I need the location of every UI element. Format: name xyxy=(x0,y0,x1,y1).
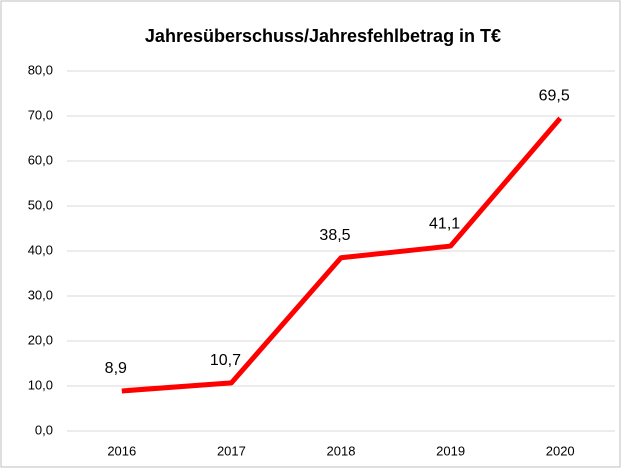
x-tick-label: 2019 xyxy=(436,443,465,458)
x-tick-label: 2017 xyxy=(217,443,246,458)
data-label: 8,9 xyxy=(105,360,127,377)
data-label: 10,7 xyxy=(210,352,241,369)
y-tick-label: 50,0 xyxy=(28,197,53,212)
y-tick-label: 10,0 xyxy=(28,377,53,392)
data-label: 69,5 xyxy=(539,87,570,104)
x-tick-label: 2016 xyxy=(107,443,136,458)
y-tick-label: 0,0 xyxy=(35,422,53,437)
line xyxy=(121,116,563,394)
y-tick-label: 60,0 xyxy=(28,152,53,167)
x-tick-label: 2020 xyxy=(546,443,575,458)
x-tick-label: 2018 xyxy=(327,443,356,458)
chart-title: Jahresüberschuss/Jahresfehlbetrag in T€ xyxy=(145,26,501,46)
y-tick-label: 30,0 xyxy=(28,287,53,302)
y-tick-label: 80,0 xyxy=(28,62,53,77)
data-label: 38,5 xyxy=(319,227,350,244)
y-tick-label: 40,0 xyxy=(28,242,53,257)
data-label: 41,1 xyxy=(429,215,460,232)
y-tick-label: 20,0 xyxy=(28,332,53,347)
y-tick-label: 70,0 xyxy=(28,107,53,122)
